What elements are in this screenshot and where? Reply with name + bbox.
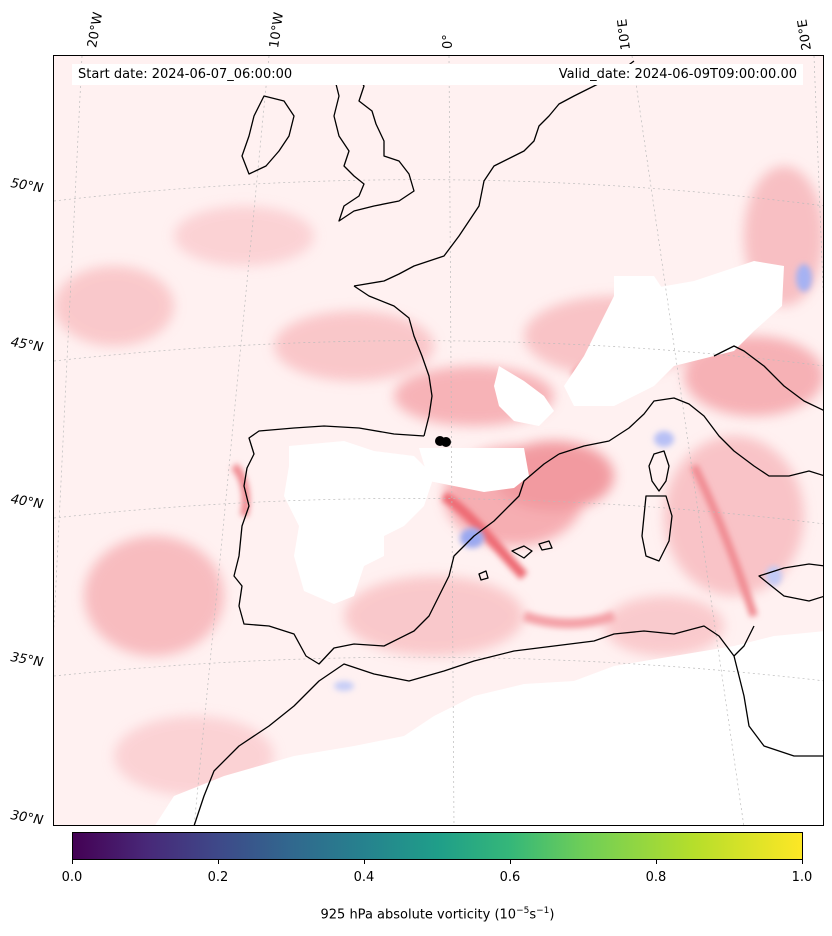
colorbar-tick-0 xyxy=(72,860,73,864)
masked-terrain xyxy=(155,261,823,825)
colorbar-label: 925 hPa absolute vorticity (10−5s−1) xyxy=(320,906,555,923)
valid-date-label: Valid_date: 2024-06-09T09:00:00.00 xyxy=(558,67,797,82)
coast-balearics xyxy=(478,540,553,581)
colorbar-tick-label-5: 1.0 xyxy=(791,870,813,885)
coast-france xyxy=(353,60,635,287)
lat-label-50n: 50°N xyxy=(9,176,45,197)
colorbar xyxy=(72,832,803,860)
coast-great-britain xyxy=(333,70,415,222)
coast-north-africa xyxy=(193,625,823,825)
coast-gulf-of-lion xyxy=(558,397,823,477)
colorbar-tick-label-3: 0.6 xyxy=(499,870,521,885)
colorbar-tick-2 xyxy=(364,860,365,864)
colorbar-tick-4 xyxy=(656,860,657,864)
colorbar-tick-3 xyxy=(510,860,511,864)
colorbar-tick-1 xyxy=(218,860,219,864)
lon-label-10e: 10°E xyxy=(615,17,634,51)
colorbar-tick-label-0: 0.0 xyxy=(61,870,83,885)
start-date-label: Start date: 2024-06-07_06:00:00 xyxy=(78,67,293,82)
colorbar-tick-label-2: 0.4 xyxy=(353,870,375,885)
lat-label-30n: 30°N xyxy=(9,808,45,829)
colorbar-tick-5 xyxy=(802,860,803,864)
coast-sardinia xyxy=(641,495,673,562)
colorbar-tick-label-1: 0.2 xyxy=(207,870,229,885)
coast-corsica xyxy=(648,450,670,492)
date-banner: Start date: 2024-06-07_06:00:00 Valid_da… xyxy=(72,64,803,85)
lon-label-0: 0° xyxy=(441,34,456,49)
lon-label-20e: 20°E xyxy=(795,18,815,52)
lon-label-10w: 10°W xyxy=(267,11,287,49)
coast-france-biscay xyxy=(353,285,433,437)
location-marker xyxy=(435,436,451,447)
map-plot-area xyxy=(53,55,824,826)
coast-adriatic xyxy=(713,345,823,411)
coast-sicily xyxy=(758,563,823,602)
vorticity-field xyxy=(54,56,823,825)
lon-label-20w: 20°W xyxy=(85,11,107,50)
coast-iberia xyxy=(233,425,560,665)
coast-ireland xyxy=(241,95,295,175)
lat-label-45n: 45°N xyxy=(9,335,45,356)
lat-label-35n: 35°N xyxy=(9,650,45,671)
coastlines xyxy=(193,60,823,825)
colorbar-tick-label-4: 0.8 xyxy=(645,870,667,885)
lat-label-40n: 40°N xyxy=(9,492,45,513)
coast-tunisia xyxy=(733,625,755,657)
graticule xyxy=(54,56,823,825)
